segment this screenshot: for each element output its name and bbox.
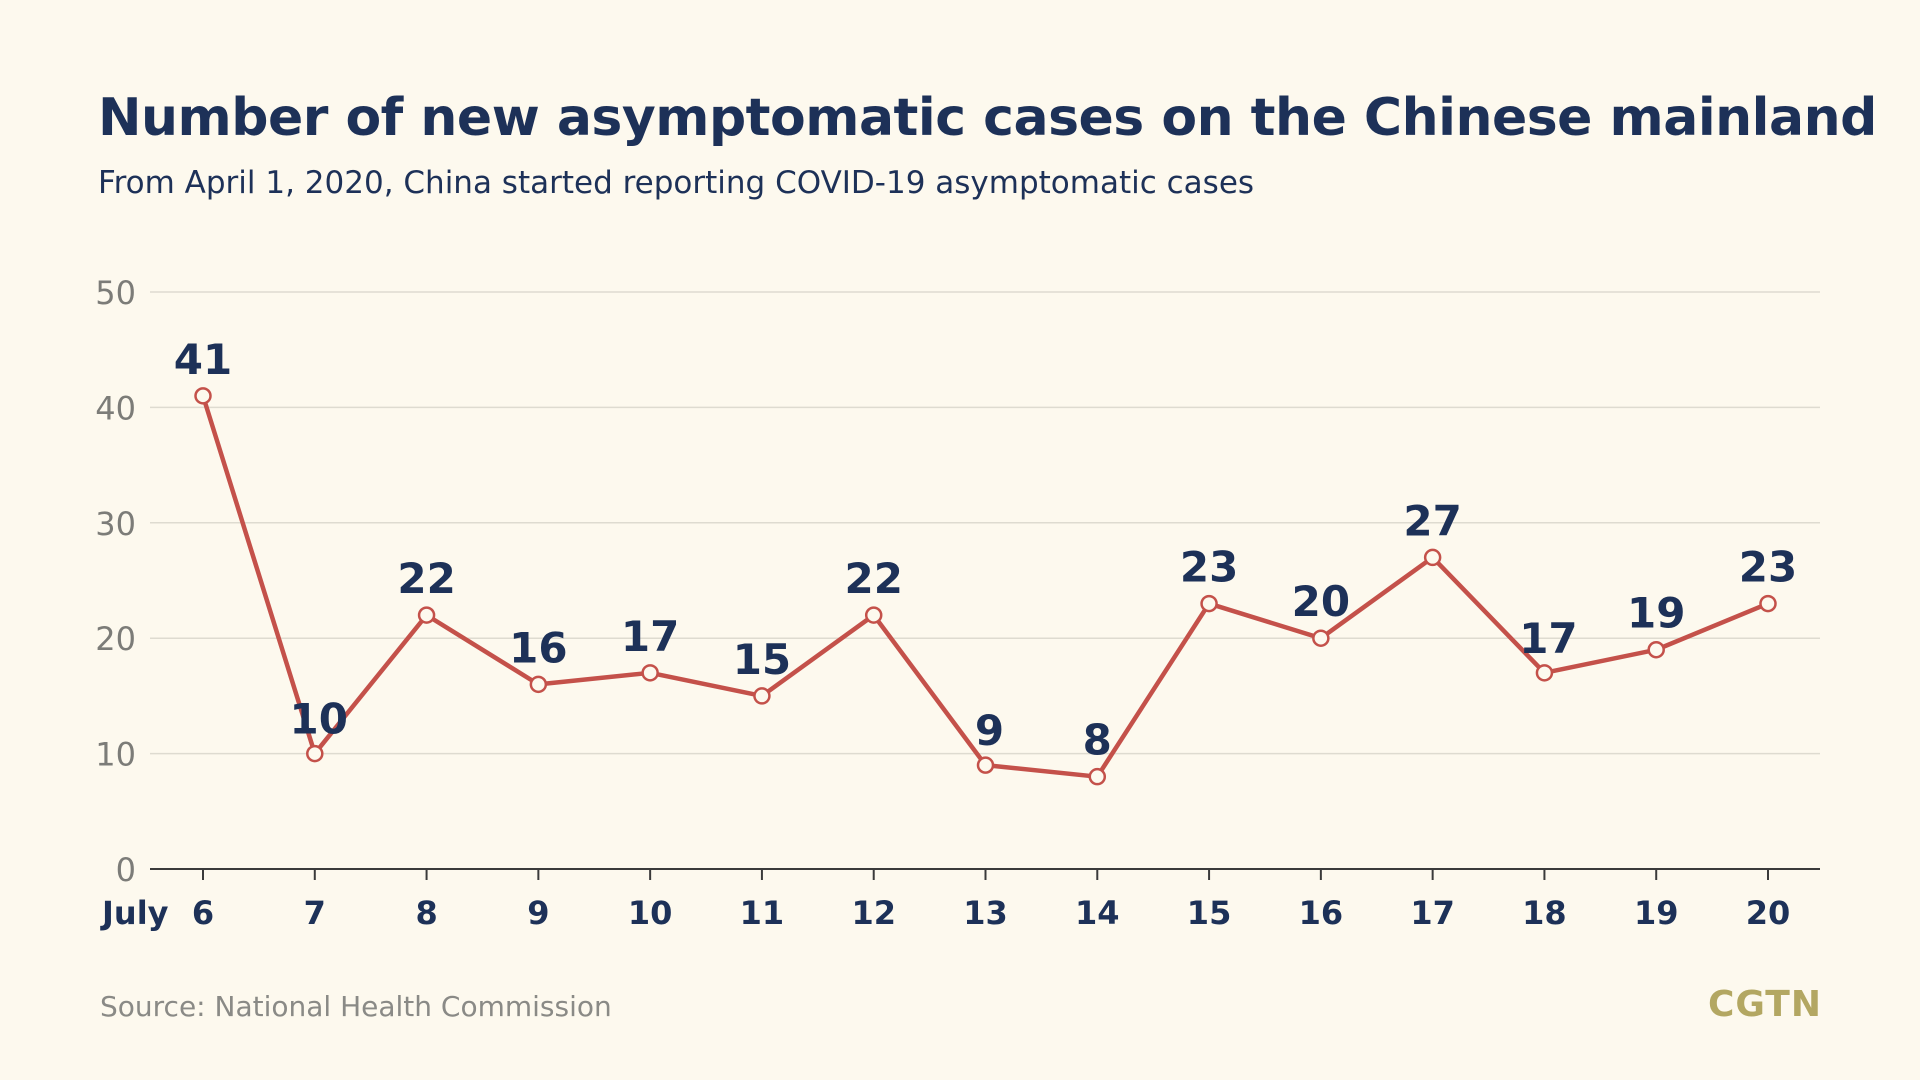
data-label: 19: [1627, 589, 1685, 638]
data-label: 22: [397, 554, 455, 603]
data-point: [641, 664, 659, 682]
x-tick-label: 8: [415, 894, 437, 932]
x-tick-label: 17: [1410, 894, 1455, 932]
y-tick-label: 40: [95, 389, 136, 427]
x-tick-label: 16: [1299, 894, 1344, 932]
data-label: 22: [844, 554, 902, 603]
data-label: 15: [733, 635, 791, 684]
data-point: [1535, 664, 1554, 682]
data-label: 10: [290, 695, 348, 744]
data-point: [417, 606, 436, 624]
series-layer: [194, 387, 1777, 786]
data-point: [1647, 640, 1665, 659]
data-label: 16: [509, 623, 567, 672]
y-tick-label: 30: [95, 505, 136, 543]
grid-layer: [150, 291, 1820, 755]
data-label-layer: 41 10 22 16 17 15 22 9 8 23 20 27 17 19 23: [174, 335, 1797, 765]
y-axis: 0 10 20 30 40 50: [95, 274, 136, 889]
x-tick-label: 20: [1746, 894, 1791, 932]
data-point: [1312, 629, 1330, 647]
data-label: 20: [1292, 577, 1350, 626]
data-point: [1759, 594, 1777, 613]
data-point: [529, 675, 548, 694]
x-axis-month-label: July: [100, 894, 169, 932]
data-point: [306, 744, 324, 763]
x-tick-label: 15: [1187, 894, 1232, 932]
data-label: 17: [1519, 614, 1577, 663]
x-tick-label: 12: [851, 894, 896, 932]
data-point: [1200, 594, 1218, 613]
x-tick-label: 13: [963, 894, 1008, 932]
y-tick-label: 20: [95, 620, 136, 658]
data-point: [864, 606, 883, 624]
y-tick-label: 50: [95, 274, 136, 312]
data-point: [1423, 548, 1442, 567]
data-label: 17: [621, 612, 679, 661]
x-tick-label: 6: [192, 894, 214, 932]
data-point: [194, 387, 212, 405]
x-tick-label: 19: [1634, 894, 1679, 932]
x-tick-label: 11: [740, 894, 785, 932]
chart-title: Number of new asymptomatic cases on the …: [98, 88, 1877, 148]
data-label: 23: [1739, 543, 1797, 592]
data-point: [976, 756, 995, 774]
y-tick-label: 0: [116, 851, 136, 889]
x-tick-label: 14: [1075, 894, 1120, 932]
cgtn-logo: CGTN: [1707, 984, 1822, 1025]
x-tick-label: 7: [304, 894, 326, 932]
x-axis: 6 7 8 9 10 11 12 13 14 15 16 17 18 19 20 July: [100, 868, 1820, 932]
data-label: 9: [975, 706, 1004, 755]
chart-subtitle: From April 1, 2020, China started report…: [98, 165, 1255, 201]
data-label: 27: [1403, 496, 1461, 545]
data-label: 41: [174, 335, 232, 384]
data-point: [1088, 767, 1107, 786]
data-label: 8: [1083, 716, 1112, 765]
x-tick-label: 10: [628, 894, 673, 932]
x-tick-label: 9: [527, 894, 549, 932]
y-tick-label: 10: [95, 736, 136, 774]
x-tick-label: 18: [1522, 894, 1567, 932]
data-label: 23: [1180, 543, 1238, 592]
source-note: Source: National Health Commission: [100, 990, 612, 1023]
data-point: [753, 687, 771, 705]
